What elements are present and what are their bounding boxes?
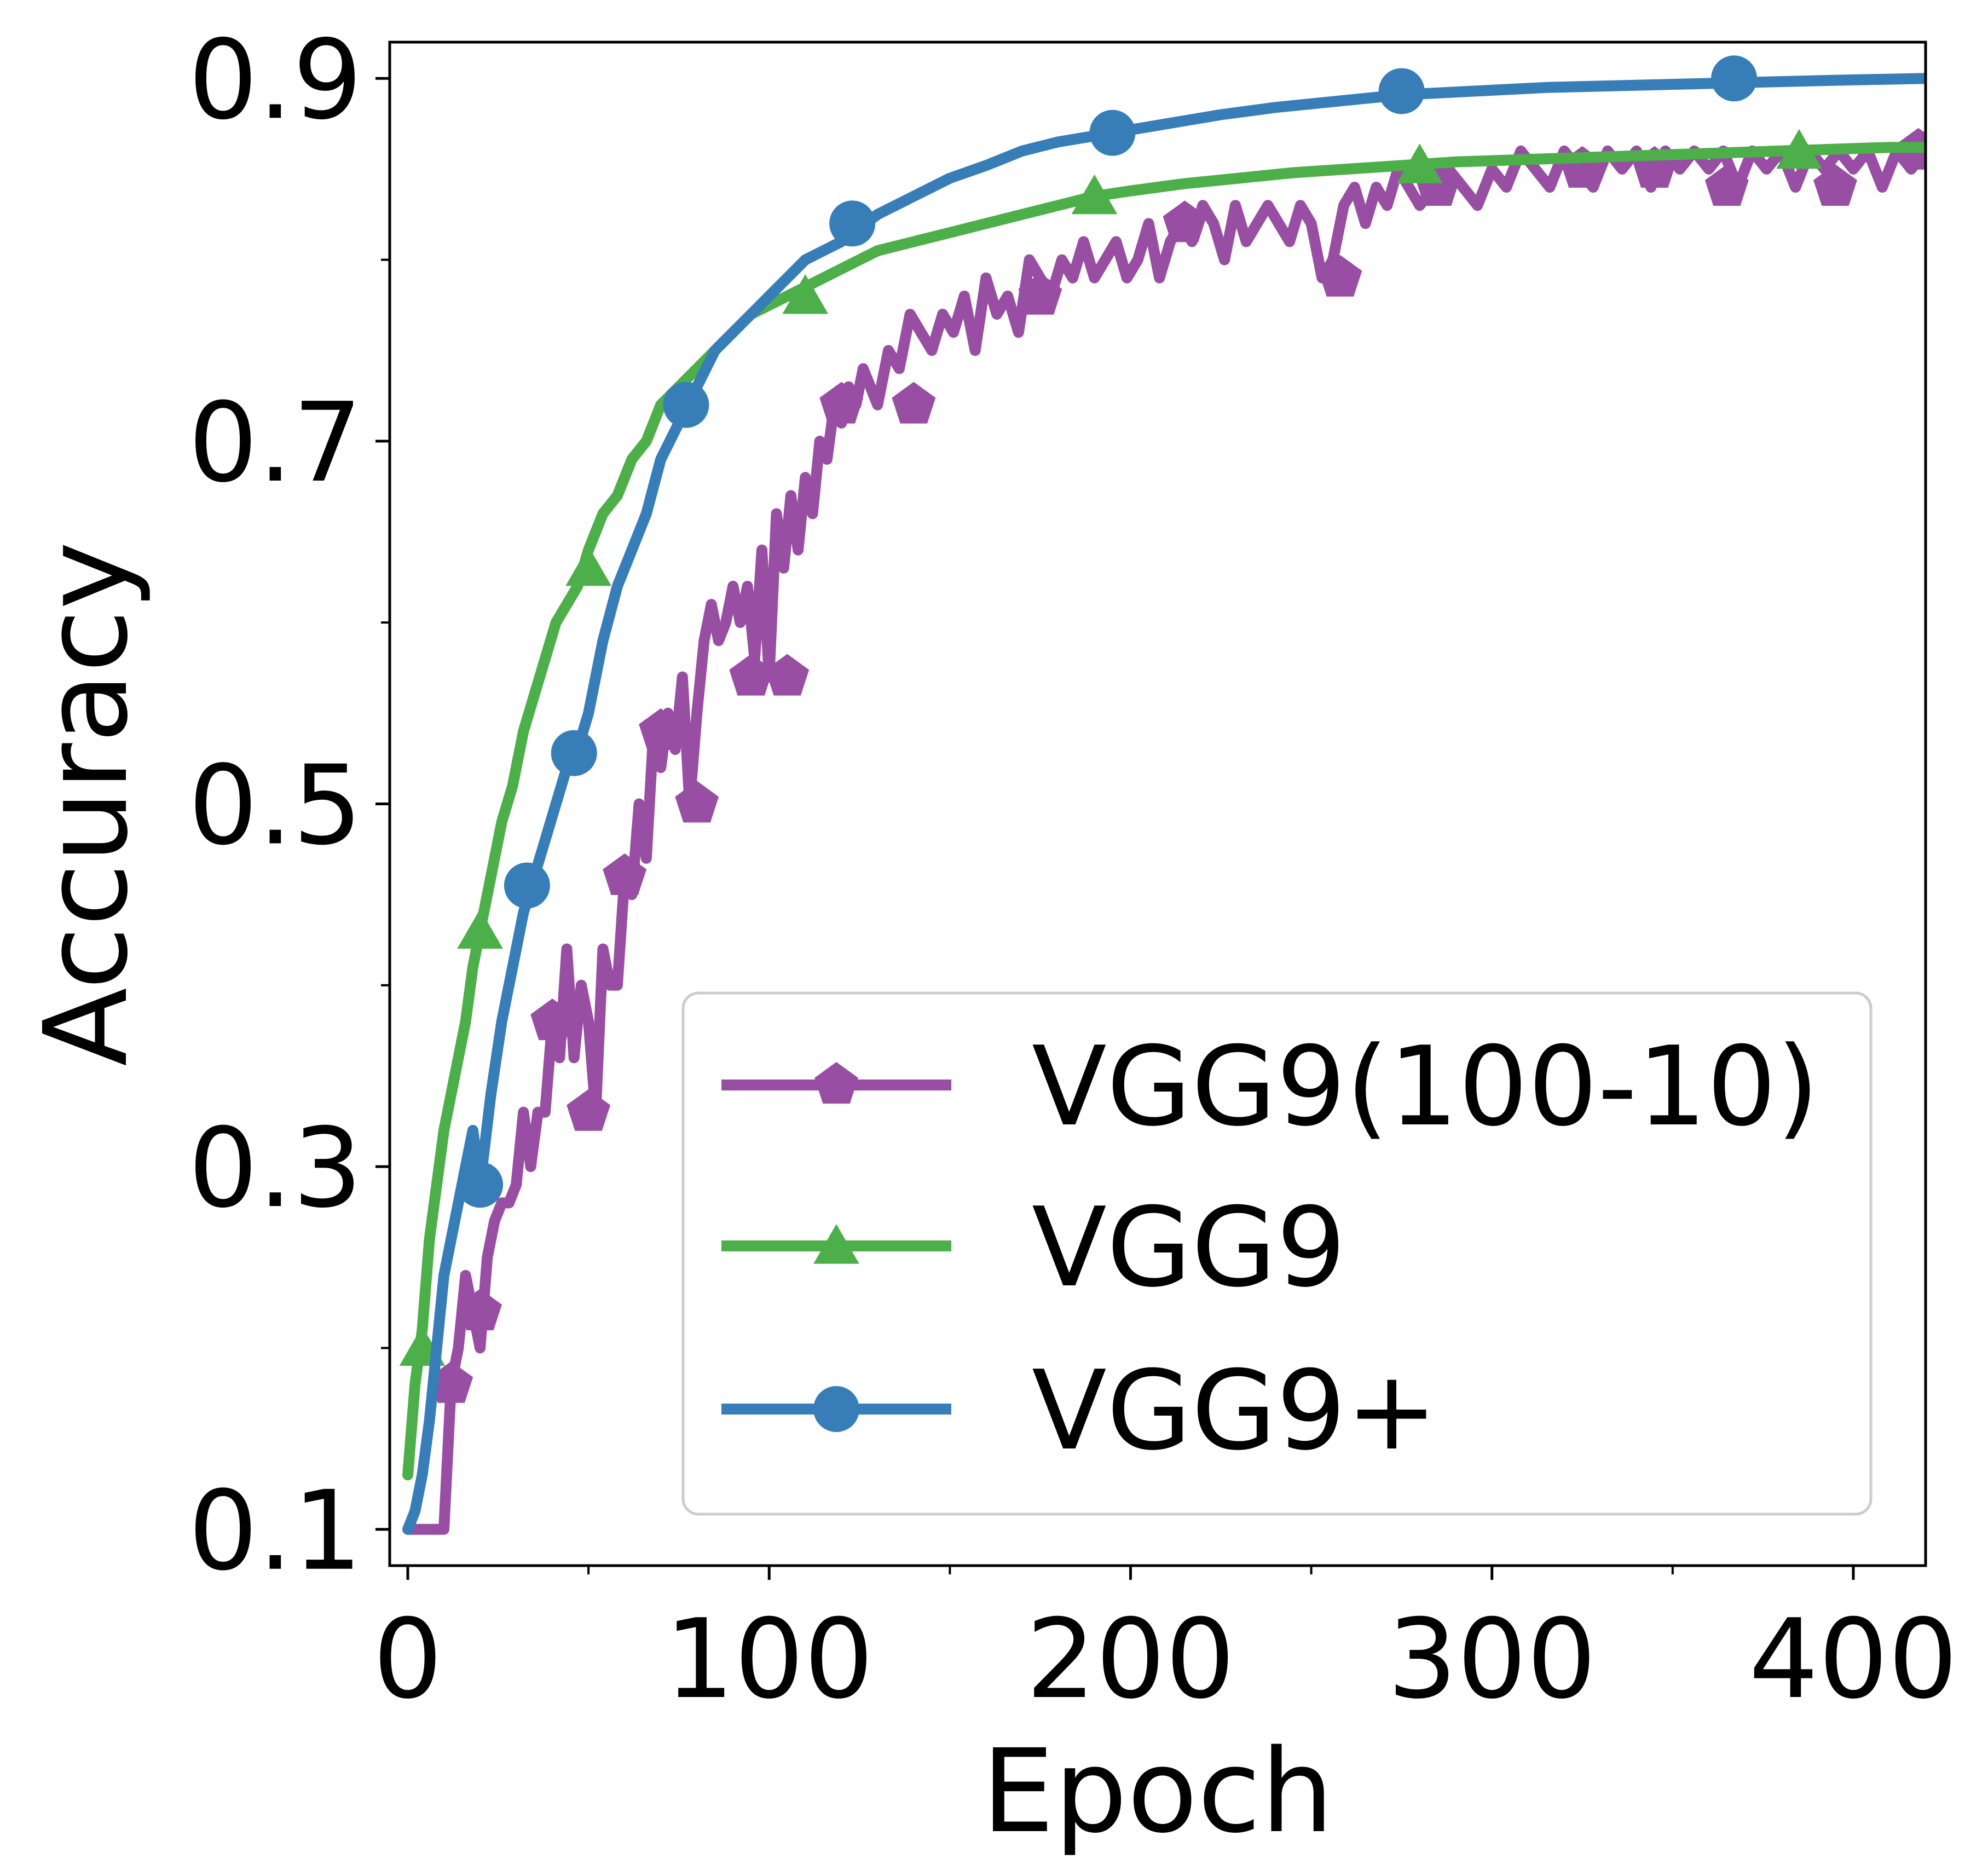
series-1-point-5 xyxy=(1396,143,1443,183)
series-0-point-6 xyxy=(675,781,719,823)
series-2-point-1 xyxy=(504,862,550,909)
series-1-point-4 xyxy=(1071,174,1118,215)
x-tick-label: 200 xyxy=(1026,1596,1235,1723)
series-2 xyxy=(402,55,1926,1535)
series-2-point-4 xyxy=(829,200,876,247)
series-layer xyxy=(399,55,1926,1535)
y-tick-label: 0.3 xyxy=(188,1105,362,1232)
series-0-point-18 xyxy=(1813,164,1857,206)
series-2-point-5 xyxy=(1089,109,1136,156)
series-0-point-10 xyxy=(892,382,936,424)
legend-marker-2 xyxy=(813,1386,859,1432)
y-tick-label: 0.5 xyxy=(188,742,362,870)
x-tick-label: 0 xyxy=(373,1596,442,1723)
series-1-point-3 xyxy=(782,274,829,314)
series-0-point-12 xyxy=(1163,200,1207,243)
series-0-point-11 xyxy=(1018,273,1062,315)
series-0-point-0 xyxy=(429,1361,473,1403)
series-2-point-2 xyxy=(551,730,597,776)
legend-marker-1 xyxy=(813,1224,859,1264)
series-2-point-7 xyxy=(1711,55,1758,102)
y-tick-label: 0.9 xyxy=(188,16,362,144)
axes-layer: 0 100 200 300 400 0.1 0.3 0.5 0.7 0.9 Epoch Accurac… xyxy=(19,16,1958,1858)
series-0-point-7 xyxy=(729,654,773,696)
legend-box xyxy=(681,991,1873,1516)
series-2-point-6 xyxy=(1378,68,1425,114)
series-0-point-8 xyxy=(765,654,810,696)
series-1-point-6 xyxy=(1776,129,1822,169)
series-1-point-1 xyxy=(457,909,503,949)
series-0-point-3 xyxy=(567,1089,611,1131)
legend-label-2: VGG9+ xyxy=(1032,1347,1438,1475)
series-2-point-3 xyxy=(663,382,709,428)
series-0-point-17 xyxy=(1704,164,1749,206)
legend-label-1: VGG9 xyxy=(1032,1184,1346,1312)
series-0-point-2 xyxy=(530,998,575,1041)
series-1-point-2 xyxy=(565,546,611,586)
x-tick-label: 400 xyxy=(1749,1596,1958,1723)
y-tick-label: 0.7 xyxy=(188,379,362,507)
series-0-point-5 xyxy=(639,708,683,750)
series-0-point-1 xyxy=(458,1289,502,1331)
series-0-point-9 xyxy=(819,382,864,424)
x-axis-label: Epoch xyxy=(981,1724,1333,1858)
series-2-point-0 xyxy=(457,1162,504,1208)
legend-label-0: VGG9(100-10) xyxy=(1032,1023,1819,1151)
y-axis-label: Accuracy xyxy=(19,541,153,1066)
x-tick-label: 300 xyxy=(1388,1596,1597,1723)
legend: VGG9(100-10) VGG9 VGG9+ xyxy=(681,991,1873,1516)
legend-marker-0 xyxy=(814,1062,858,1104)
series-0-point-13 xyxy=(1318,255,1362,297)
x-tick-label: 100 xyxy=(664,1596,874,1723)
series-0-point-4 xyxy=(603,853,647,895)
plot-area xyxy=(399,55,1926,1535)
y-tick-label: 0.1 xyxy=(188,1468,362,1595)
